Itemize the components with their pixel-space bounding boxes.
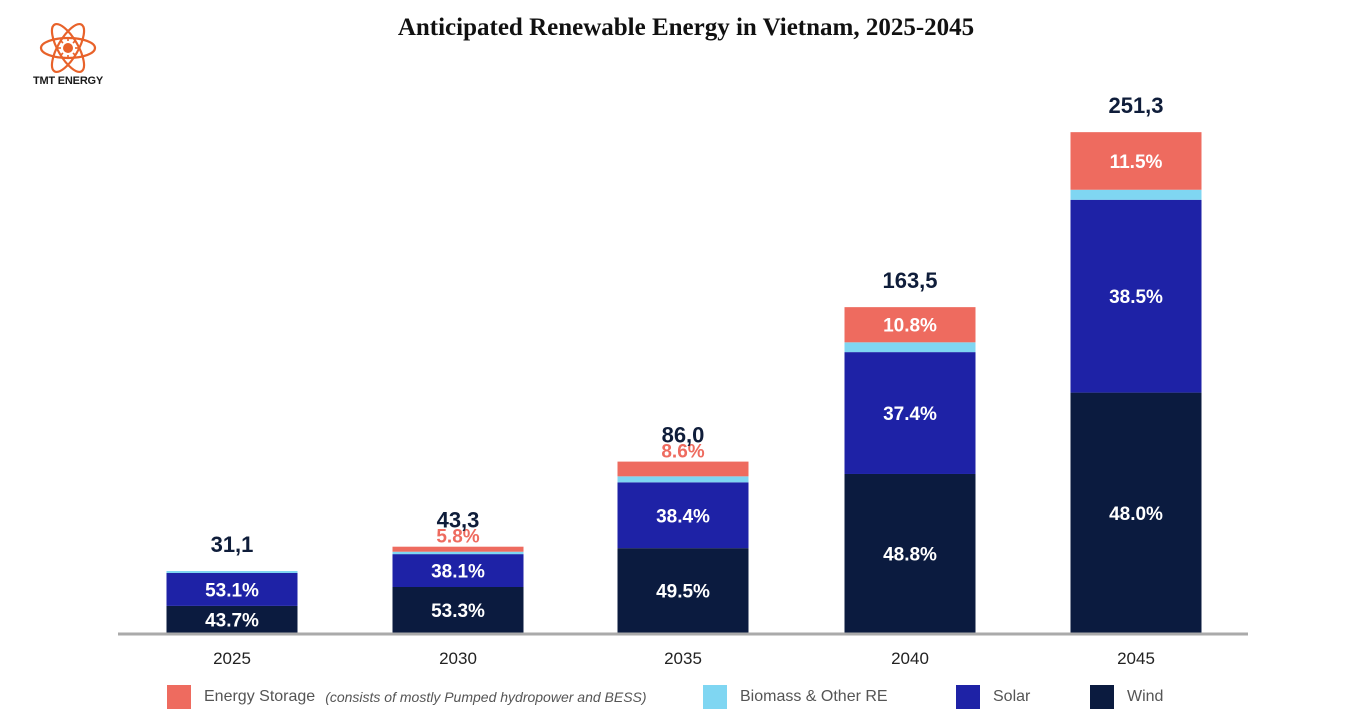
x-tick-label-2040: 2040: [891, 649, 929, 668]
bar-segment-solar-2025: [166, 573, 298, 606]
legend-item-energy-storage: Energy Storage (consists of mostly Pumpe…: [167, 684, 647, 710]
legend-item-wind: Wind: [1090, 684, 1163, 710]
data-label-storage-2030: 5.8%: [436, 527, 479, 548]
legend-label-wind: Wind: [1127, 688, 1164, 705]
bar-segment-wind-2040: [844, 473, 976, 633]
x-tick-label-2045: 2045: [1117, 649, 1155, 668]
bar-segment-solar-2035: [617, 482, 749, 549]
legend-swatch-solar: [956, 685, 980, 709]
bar-segment-solar-2040: [844, 352, 976, 474]
bar-segment-solar-2045: [1070, 199, 1202, 393]
bar-segment-solar-2030: [392, 554, 524, 587]
chart-legend: Energy Storage (consists of mostly Pumpe…: [0, 684, 1372, 710]
bar-segment-biomass-2030: [392, 551, 524, 555]
chart-title: Anticipated Renewable Energy in Vietnam,…: [397, 14, 975, 41]
data-label-solar-2030: 38.1%: [431, 562, 485, 583]
bar-segment-wind-2035: [617, 548, 749, 633]
bar-segment-biomass-2025: [166, 571, 298, 573]
data-label-wind-2045: 48.0%: [1109, 504, 1163, 525]
data-label-storage-2035: 8.6%: [661, 442, 704, 463]
legend-label-biomass: Biomass & Other RE: [740, 688, 888, 705]
data-label-wind-2040: 48.8%: [883, 544, 937, 565]
data-label-solar-2040: 37.4%: [883, 404, 937, 425]
legend-swatch-wind: [1090, 685, 1114, 709]
data-label-solar-2045: 38.5%: [1109, 287, 1163, 308]
data-label-storage-2045: 11.5%: [1110, 152, 1163, 173]
x-tick-label-2035: 2035: [664, 649, 702, 668]
bar-segment-storage-2035: [617, 461, 749, 477]
bar-segment-storage-2030: [392, 546, 524, 552]
tmt-energy-logo: TMT ENERGY: [22, 22, 114, 96]
data-label-wind-2035: 49.5%: [656, 582, 710, 603]
total-label-2030: 43,3: [437, 508, 480, 533]
bar-segment-biomass-2045: [1070, 189, 1202, 200]
bar-segment-wind-2030: [392, 587, 524, 633]
total-label-2040: 163,5: [882, 268, 937, 293]
data-label-wind-2030: 53.3%: [431, 601, 485, 622]
bar-segment-wind-2045: [1070, 392, 1202, 633]
bar-segment-wind-2025: [166, 605, 298, 633]
bar-segment-storage-2045: [1070, 132, 1202, 190]
atom-sun-icon: [39, 22, 97, 74]
x-tick-label-2025: 2025: [213, 649, 251, 668]
data-label-solar-2025: 53.1%: [205, 580, 259, 601]
legend-label-solar: Solar: [993, 688, 1031, 705]
logo-wordmark: TMT ENERGY: [32, 75, 104, 87]
legend-swatch-biomass: [703, 685, 727, 709]
legend-item-solar: Solar: [956, 684, 1030, 710]
data-label-wind-2025: 43.7%: [205, 610, 259, 631]
data-label-solar-2035: 38.4%: [656, 506, 710, 527]
bar-segment-biomass-2040: [844, 342, 976, 353]
total-label-2035: 86,0: [662, 423, 705, 448]
total-label-2045: 251,3: [1108, 93, 1163, 118]
legend-item-biomass: Biomass & Other RE: [703, 684, 888, 710]
bar-segment-storage-2040: [844, 307, 976, 343]
bar-segment-biomass-2035: [617, 476, 749, 483]
data-label-storage-2040: 10.8%: [883, 316, 937, 337]
legend-swatch-energy-storage: [167, 685, 191, 709]
legend-label-energy-storage: Energy Storage: [204, 688, 316, 705]
total-label-2025: 31,1: [211, 532, 254, 557]
legend-note-energy-storage: (consists of mostly Pumped hydropower an…: [325, 689, 647, 705]
x-tick-label-2030: 2030: [439, 649, 477, 668]
